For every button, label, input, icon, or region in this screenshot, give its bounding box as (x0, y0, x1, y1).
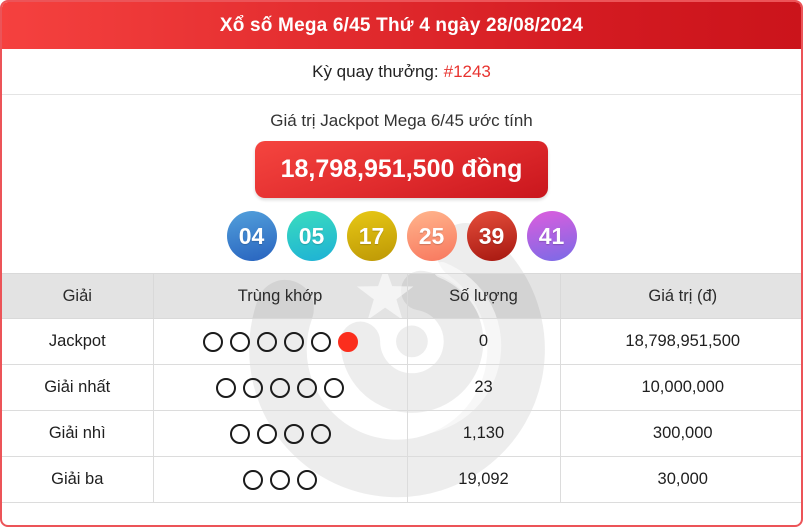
prize-table-body: Jackpot 0 18,798,951,500 Giải nhất 23 10,000,… (2, 318, 801, 503)
table-header-row: Giải Trùng khớp Số lượng Giá trị (đ) (2, 273, 801, 319)
match-circle-open-icon (270, 469, 290, 490)
match-pattern (153, 318, 408, 365)
ball-number: 05 (298, 222, 325, 249)
col-header-prize: Giải (2, 273, 154, 319)
match-circle-open-icon (283, 331, 304, 352)
match-circle-open-icon (243, 469, 263, 490)
draw-info-row: Kỳ quay thưởng: #1243 (2, 49, 801, 95)
match-circle-open-icon (310, 423, 331, 444)
match-circle-open-icon (202, 331, 223, 352)
prize-name: Giải nhất (2, 364, 154, 411)
ball-41: 41 (526, 211, 577, 261)
ball-25: 25 (406, 211, 457, 261)
prize-value: 300,000 (560, 410, 801, 457)
match-circle-open-icon (256, 423, 277, 444)
jackpot-caption: Giá trị Jackpot Mega 6/45 ước tính (270, 111, 533, 130)
winner-count: 19,092 (407, 456, 561, 503)
winner-count: 23 (407, 364, 561, 411)
draw-number: #1243 (443, 61, 491, 81)
col-header-count: Số lượng (407, 273, 561, 319)
match-circle-open-icon (229, 331, 250, 352)
prize-name: Jackpot (2, 318, 154, 365)
ball-39: 39 (466, 211, 517, 261)
prize-value: 18,798,951,500 (560, 318, 801, 365)
page-title: Xổ số Mega 6/45 Thứ 4 ngày 28/08/2024 (219, 14, 584, 36)
ball-number: 41 (538, 222, 565, 249)
ball-number: 39 (478, 222, 505, 249)
prize-name: Giải nhì (2, 410, 154, 457)
ball-05: 05 (286, 211, 337, 261)
table-row: Jackpot 0 18,798,951,500 (2, 318, 801, 365)
match-pattern (153, 364, 408, 411)
jackpot-button-wrap: 18,798,951,500 đồng (2, 141, 801, 198)
match-circle-filled-icon (337, 331, 358, 352)
ball-number: 17 (358, 222, 385, 249)
match-circle-open-icon (297, 469, 317, 490)
table-row: Giải ba 19,092 30,000 (2, 456, 801, 503)
col-header-match: Trùng khớp (153, 273, 408, 319)
winner-count: 0 (407, 318, 561, 365)
jackpot-amount-button[interactable]: 18,798,951,500 đồng (254, 141, 549, 198)
ball-04: 04 (226, 211, 277, 261)
match-pattern (153, 410, 408, 457)
prize-table-head: Giải Trùng khớp Số lượng Giá trị (đ) (2, 273, 801, 319)
match-circle-open-icon (229, 423, 250, 444)
match-circle-open-icon (216, 377, 236, 398)
winning-numbers: 04 05 17 25 39 41 (2, 211, 801, 261)
table-row: Giải nhất 23 10,000,000 (2, 364, 801, 411)
match-pattern (153, 456, 408, 503)
table-row: Giải nhì 1,130 300,000 (2, 410, 801, 457)
title-bar: Xổ số Mega 6/45 Thứ 4 ngày 28/08/2024 (2, 2, 801, 49)
ball-17: 17 (346, 211, 397, 261)
winner-count: 1,130 (407, 410, 561, 457)
match-circle-open-icon (310, 331, 331, 352)
prize-value: 10,000,000 (560, 364, 801, 411)
match-circle-open-icon (297, 377, 317, 398)
prize-value: 30,000 (560, 456, 801, 503)
match-circle-open-icon (270, 377, 290, 398)
match-circle-open-icon (283, 423, 304, 444)
match-circle-open-icon (256, 331, 277, 352)
prize-name: Giải ba (2, 456, 154, 503)
match-circle-open-icon (243, 377, 263, 398)
prize-table: Giải Trùng khớp Số lượng Giá trị (đ) Jac… (2, 273, 801, 503)
match-circle-open-icon (324, 377, 344, 398)
draw-label: Kỳ quay thưởng: (312, 61, 439, 81)
col-header-value: Giá trị (đ) (560, 273, 801, 319)
ball-number: 25 (418, 222, 445, 249)
ball-number: 04 (238, 222, 265, 249)
